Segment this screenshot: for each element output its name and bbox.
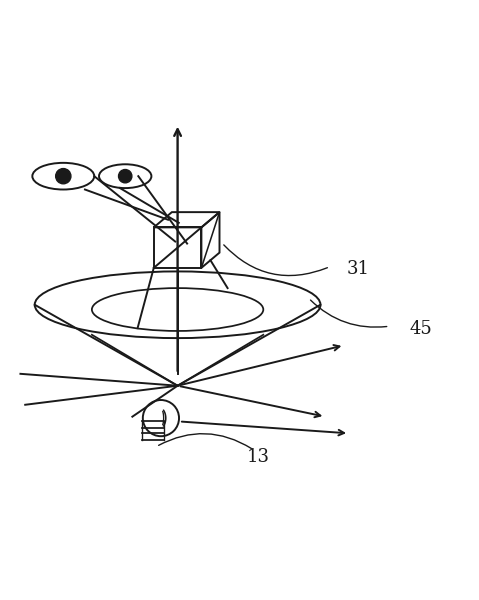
Circle shape [56, 169, 71, 184]
Text: 13: 13 [247, 448, 270, 466]
Text: 31: 31 [347, 260, 370, 278]
Circle shape [118, 170, 132, 183]
Text: 45: 45 [409, 320, 432, 338]
